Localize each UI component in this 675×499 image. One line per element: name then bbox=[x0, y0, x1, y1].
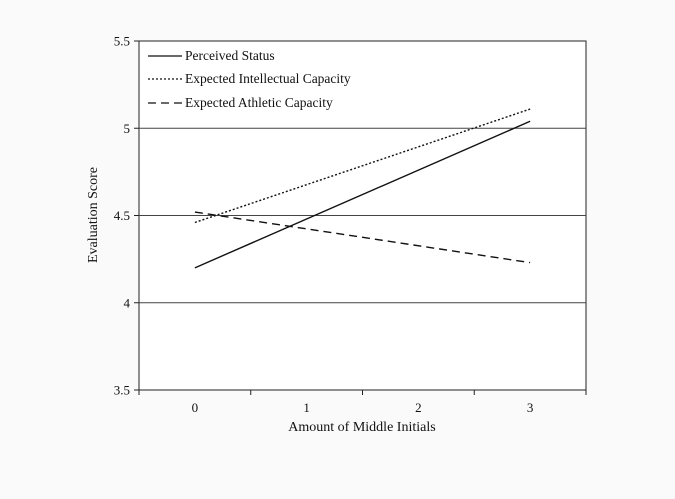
series-lines bbox=[194, 108, 531, 269]
x-axis: 0 1 2 3 bbox=[138, 390, 587, 415]
series-line-expected-athletic-capacity bbox=[194, 211, 531, 264]
x-axis-title: Amount of Middle Initials bbox=[288, 420, 435, 435]
y-tick-label-5: 5 bbox=[124, 121, 131, 136]
y-tick-label-4-5: 4.5 bbox=[114, 208, 130, 223]
x-tick-label-3: 3 bbox=[527, 400, 534, 415]
y-tick-label-3-5: 3.5 bbox=[114, 383, 130, 398]
x-tick-label-1: 1 bbox=[303, 400, 310, 415]
series-line-perceived-status bbox=[194, 120, 531, 269]
y-axis: 3.5 4 4.5 5 5.5 bbox=[114, 34, 139, 398]
y-axis-title: Evaluation Score bbox=[86, 167, 101, 263]
series-line-expected-intellectual-capacity bbox=[194, 108, 531, 224]
x-tick-label-0: 0 bbox=[192, 400, 199, 415]
legend: Perceived Status Expected Intellectual C… bbox=[148, 48, 351, 110]
legend-label-perceived-status: Perceived Status bbox=[185, 48, 275, 63]
y-tick-label-4: 4 bbox=[124, 295, 131, 310]
legend-label-intellectual-capacity: Expected Intellectual Capacity bbox=[185, 71, 351, 86]
legend-label-athletic-capacity: Expected Athletic Capacity bbox=[185, 95, 333, 110]
x-tick-label-2: 2 bbox=[415, 400, 422, 415]
y-tick-label-5-5: 5.5 bbox=[114, 34, 130, 49]
